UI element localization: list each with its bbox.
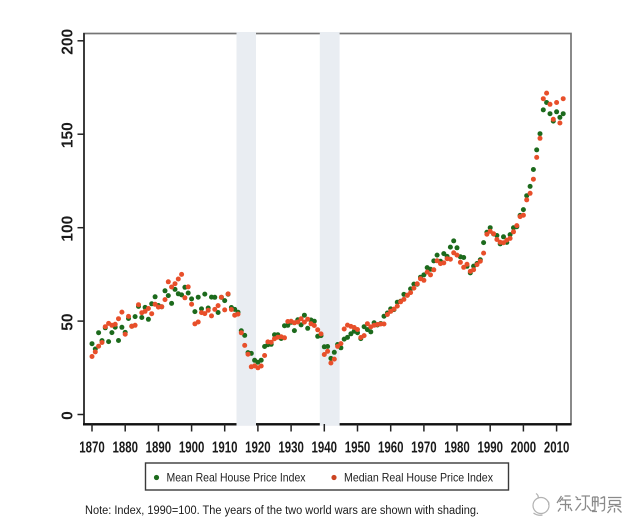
svg-text:1920: 1920 <box>245 440 271 457</box>
svg-text:50: 50 <box>60 313 77 330</box>
svg-text:1950: 1950 <box>345 440 371 457</box>
svg-text:1900: 1900 <box>179 440 205 457</box>
svg-text:1910: 1910 <box>212 440 238 457</box>
svg-text:150: 150 <box>60 122 77 148</box>
svg-text:1960: 1960 <box>378 440 404 457</box>
svg-text:1980: 1980 <box>444 440 470 457</box>
svg-text:2010: 2010 <box>544 440 570 457</box>
svg-text:1870: 1870 <box>79 440 105 457</box>
svg-text:100: 100 <box>60 216 77 242</box>
svg-text:1940: 1940 <box>312 440 338 457</box>
svg-text:200: 200 <box>60 29 77 55</box>
svg-text:Mean Real House Price Index: Mean Real House Price Index <box>167 471 306 485</box>
svg-text:2000: 2000 <box>511 440 537 457</box>
svg-text:1990: 1990 <box>477 440 503 457</box>
svg-text:Median Real House Price Index: Median Real House Price Index <box>344 471 493 485</box>
svg-text:0: 0 <box>60 411 77 420</box>
svg-text:1970: 1970 <box>411 440 437 457</box>
svg-text:Note: Index, 1990=100. The yea: Note: Index, 1990=100. The years of the … <box>85 505 479 517</box>
svg-text:1890: 1890 <box>146 440 172 457</box>
svg-text:1930: 1930 <box>278 440 304 457</box>
svg-text:1880: 1880 <box>112 440 138 457</box>
